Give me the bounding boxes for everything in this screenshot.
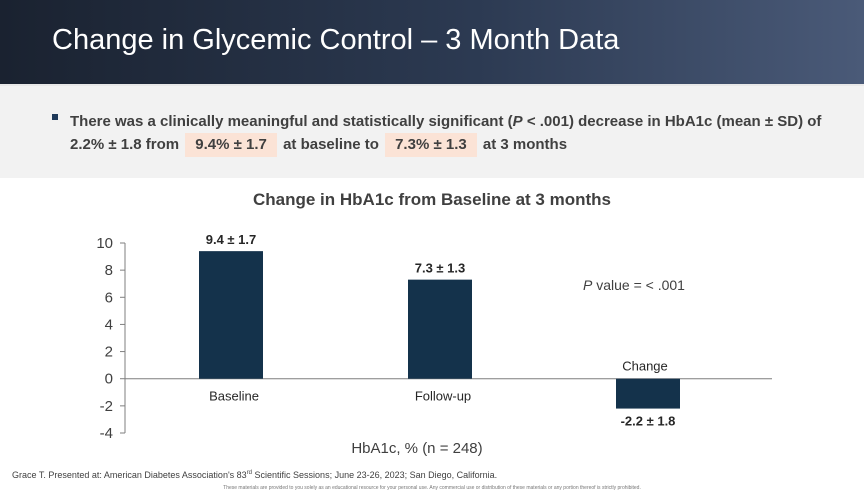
y-tick-label: -4 [100, 425, 113, 442]
data-label: -2.2 ± 1.8 [621, 414, 676, 429]
footnote-sup: rd [246, 470, 253, 476]
slide-header [0, 0, 864, 84]
x-axis-title: HbA1c, % (n = 248) [351, 440, 482, 457]
bar-baseline [199, 251, 263, 379]
slide-title: Change in Glycemic Control – 3 Month Dat… [52, 24, 620, 56]
footnote-text: Grace T. Presented at: American Diabetes… [12, 470, 247, 480]
category-label: Baseline [209, 389, 259, 404]
bullet-part4: at 3 months [482, 136, 568, 153]
y-tick-label: 10 [96, 235, 113, 252]
y-tick-label: 6 [105, 289, 113, 306]
bullet-text: There was a clinically meaningful and st… [70, 111, 840, 157]
header-divider [0, 84, 864, 86]
category-label: Follow-up [415, 389, 471, 404]
disclaimer: These materials are provided to you sole… [223, 485, 641, 491]
highlight-baseline: 9.4% ± 1.7 [185, 133, 277, 157]
bullet-part3: at baseline to [283, 136, 379, 153]
y-tick-label: -2 [100, 398, 113, 415]
bullet-marker [52, 114, 58, 120]
bar-change [616, 378, 680, 409]
data-label: 9.4 ± 1.7 [206, 232, 257, 247]
p-value-annotation: P value = < .001 [583, 277, 685, 293]
y-tick-label: 2 [105, 344, 113, 361]
bullet-p-letter: P [512, 113, 523, 130]
y-tick-label: 4 [105, 316, 113, 333]
bullet-panel [0, 86, 864, 178]
highlight-followup: 7.3% ± 1.3 [385, 133, 477, 157]
category-label: Change [622, 359, 668, 374]
bullet-part1: There was a clinically meaningful and st… [70, 113, 513, 130]
footnote: Grace T. Presented at: American Diabetes… [12, 470, 497, 480]
data-label: 7.3 ± 1.3 [415, 261, 466, 276]
bar-follow-up [408, 279, 472, 379]
y-tick-label: 0 [105, 371, 113, 388]
bullet-part2: < .001) decrease in HbA1c (mean ± SD) of… [70, 113, 822, 153]
footnote-text-after: Scientific Sessions; June 23-26, 2023; S… [252, 470, 498, 480]
y-tick-label: 8 [105, 262, 113, 279]
chart-title: Change in HbA1c from Baseline at 3 month… [252, 190, 611, 209]
